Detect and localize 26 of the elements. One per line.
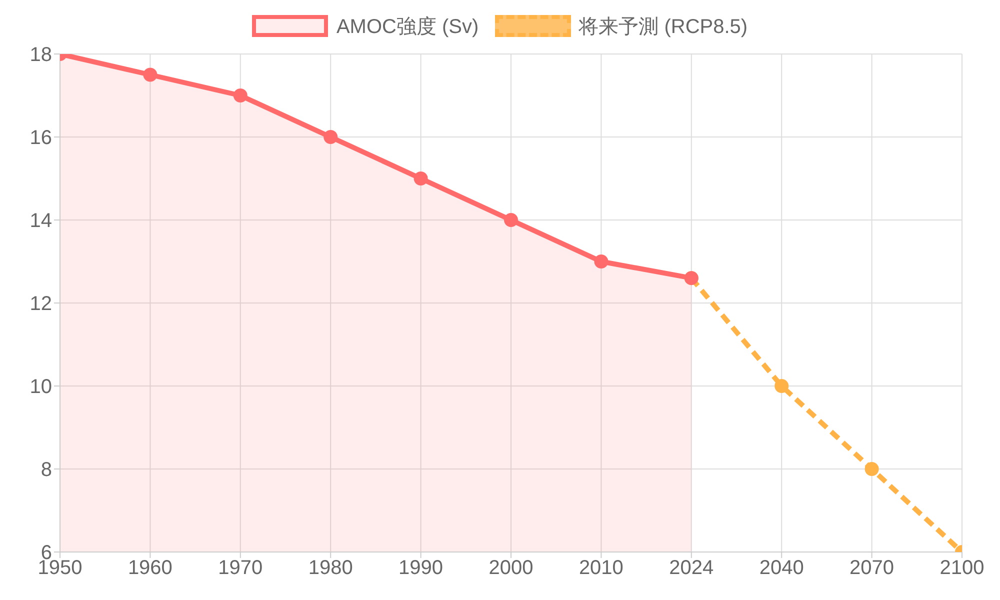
point	[414, 172, 428, 186]
y-tick-label: 16	[30, 127, 52, 150]
x-tick-label: 2024	[669, 557, 714, 580]
y-tick-label: 18	[30, 44, 52, 66]
x-tick-label: 2070	[850, 557, 894, 580]
x-tick-label: 1960	[128, 557, 172, 580]
x-tick-label: 1970	[218, 557, 263, 580]
x-tick-label: 2000	[488, 557, 534, 580]
legend-label: 将来予測 (RCP8.5)	[578, 14, 748, 40]
point	[594, 254, 608, 268]
x-tick-label: 2100	[940, 557, 984, 580]
point	[324, 130, 338, 144]
x-tick-label: 1980	[308, 557, 353, 580]
y-tick-label: 8	[40, 459, 52, 482]
legend-label: AMOC強度 (Sv)	[336, 14, 479, 40]
x-tick-label: 2010	[578, 557, 624, 580]
point	[864, 462, 879, 476]
y-tick-label: 10	[30, 376, 52, 398]
y-tick-label: 14	[30, 210, 52, 232]
x-tick-label: 2040	[759, 557, 804, 580]
point	[504, 213, 518, 227]
point	[774, 379, 789, 393]
point	[233, 88, 248, 102]
y-tick-label: 12	[30, 293, 52, 316]
point	[143, 68, 158, 82]
x-tick-label: 1990	[398, 557, 444, 580]
